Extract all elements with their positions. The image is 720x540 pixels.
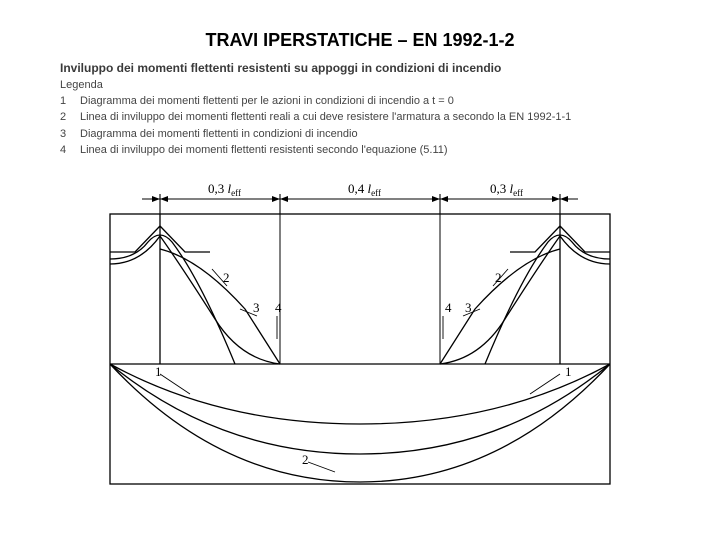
legend-text: Diagramma dei momenti flettenti in condi… bbox=[80, 126, 577, 142]
legend-row: 1Diagramma dei momenti flettenti per le … bbox=[60, 93, 577, 109]
svg-text:2: 2 bbox=[223, 270, 230, 285]
legend-text: Linea di inviluppo dei momenti flettenti… bbox=[80, 109, 577, 125]
svg-text:0,3 leff: 0,3 leff bbox=[208, 181, 241, 198]
legend-heading: Legenda bbox=[60, 79, 660, 91]
legend-row: 4Linea di inviluppo dei momenti flettent… bbox=[60, 142, 577, 158]
svg-text:0,4 leff: 0,4 leff bbox=[348, 181, 381, 198]
svg-text:1: 1 bbox=[155, 364, 162, 379]
svg-text:2: 2 bbox=[495, 270, 502, 285]
legend-table: 1Diagramma dei momenti flettenti per le … bbox=[60, 93, 577, 158]
legend-text: Diagramma dei momenti flettenti per le a… bbox=[80, 93, 577, 109]
moment-diagram: 0,3 leff0,4 leff0,3 leff234432112 bbox=[80, 164, 640, 499]
svg-text:4: 4 bbox=[275, 300, 282, 315]
legend-number: 3 bbox=[60, 126, 80, 142]
svg-text:3: 3 bbox=[465, 300, 472, 315]
subtitle: Inviluppo dei momenti flettenti resisten… bbox=[60, 61, 660, 75]
svg-text:0,3 leff: 0,3 leff bbox=[490, 181, 523, 198]
legend-row: 3Diagramma dei momenti flettenti in cond… bbox=[60, 126, 577, 142]
legend-number: 4 bbox=[60, 142, 80, 158]
svg-text:1: 1 bbox=[565, 364, 572, 379]
svg-text:2: 2 bbox=[302, 452, 309, 467]
svg-text:3: 3 bbox=[253, 300, 260, 315]
legend-number: 2 bbox=[60, 109, 80, 125]
svg-text:4: 4 bbox=[445, 300, 452, 315]
legend-text: Linea di inviluppo dei momenti flettenti… bbox=[80, 142, 577, 158]
legend-row: 2Linea di inviluppo dei momenti flettent… bbox=[60, 109, 577, 125]
page-title: TRAVI IPERSTATICHE – EN 1992-1-2 bbox=[60, 30, 660, 51]
legend-number: 1 bbox=[60, 93, 80, 109]
